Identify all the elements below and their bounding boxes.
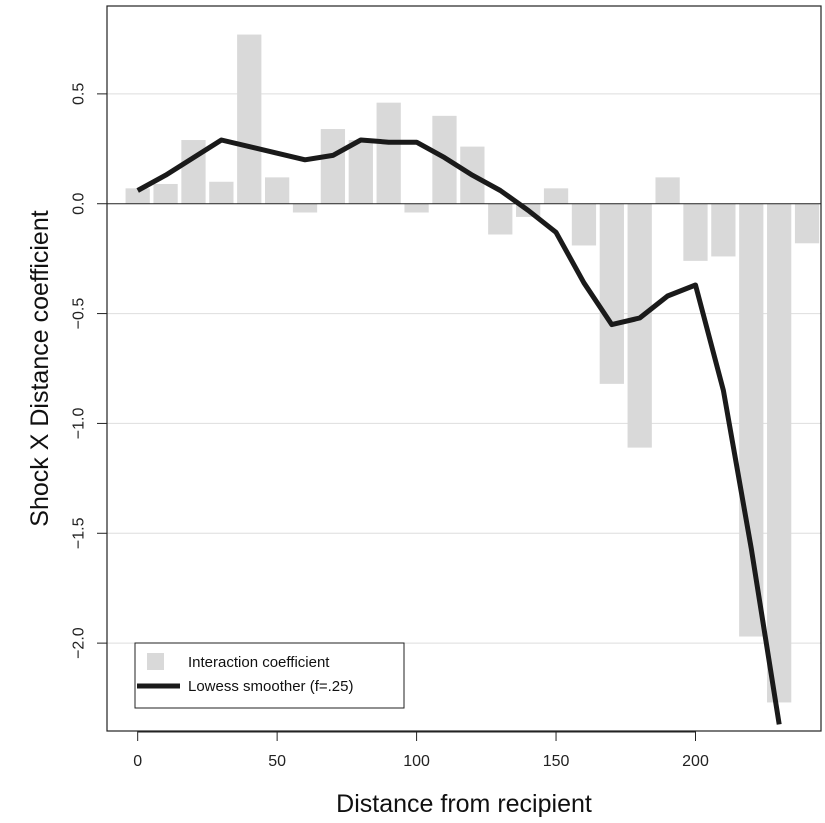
y-axis: −2.0 −1.5 −1.0 −0.5 0.0 0.5 — [71, 83, 108, 659]
bar — [655, 177, 680, 204]
legend-label-bar: Interaction coefficient — [188, 654, 330, 671]
legend-box — [134, 642, 405, 709]
plot-frame — [106, 5, 822, 732]
legend-label-line: Lowess smoother (f=.25) — [188, 678, 354, 695]
legend-swatch-bar — [147, 653, 164, 670]
bar — [125, 188, 150, 204]
y-tick-label: −1.0 — [71, 408, 88, 440]
bar — [543, 188, 569, 204]
bar — [348, 140, 373, 204]
bar — [599, 203, 624, 384]
bar — [794, 203, 820, 244]
bar — [209, 181, 234, 204]
bar — [237, 34, 262, 204]
bar — [739, 203, 764, 637]
bar — [320, 129, 346, 204]
x-tick-label: 0 — [133, 753, 142, 770]
bar — [265, 177, 290, 204]
y-tick-label: −2.0 — [71, 627, 88, 659]
lowess-smoother-line — [136, 137, 782, 725]
y-tick-label: −0.5 — [71, 298, 88, 330]
x-axis-title: Distance from recipient — [336, 790, 592, 818]
x-axis: 0 50 100 150 200 — [133, 731, 709, 770]
bars — [125, 34, 820, 703]
x-tick-label: 100 — [403, 753, 430, 770]
x-tick-label: 200 — [682, 753, 709, 770]
bar — [292, 203, 318, 213]
bar — [488, 203, 513, 235]
y-axis-title: Shock X Distance coefficient — [26, 210, 54, 526]
x-tick-label: 150 — [543, 753, 570, 770]
y-tick-label: 0.5 — [71, 83, 88, 105]
x-tick-label: 50 — [268, 753, 286, 770]
bar — [683, 203, 708, 261]
bar — [153, 183, 178, 204]
bar — [376, 102, 401, 204]
y-tick-label: 0.0 — [71, 193, 88, 215]
legend: Interaction coefficient Lowess smoother … — [134, 642, 405, 709]
y-tick-label: −1.5 — [71, 517, 88, 549]
bar — [404, 203, 429, 213]
bar — [711, 203, 736, 257]
bar — [767, 203, 792, 703]
bar — [571, 203, 597, 246]
bar — [627, 203, 652, 448]
